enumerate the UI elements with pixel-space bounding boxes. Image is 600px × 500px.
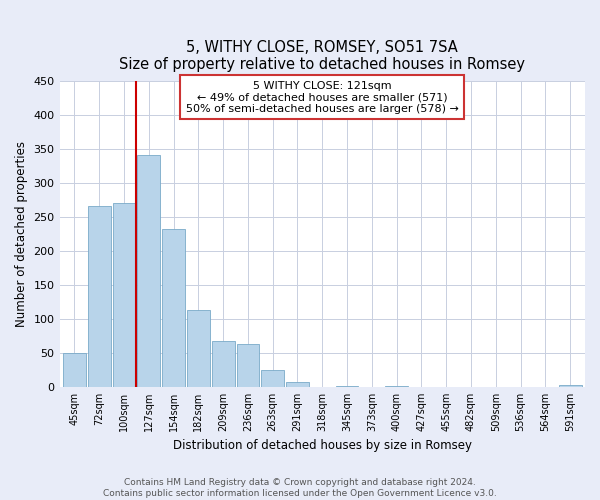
X-axis label: Distribution of detached houses by size in Romsey: Distribution of detached houses by size … bbox=[173, 440, 472, 452]
Bar bbox=[137, 156, 160, 387]
Bar bbox=[385, 386, 408, 387]
Bar bbox=[261, 370, 284, 387]
Bar bbox=[335, 386, 358, 387]
Bar bbox=[236, 344, 259, 387]
Bar bbox=[162, 229, 185, 387]
Title: 5, WITHY CLOSE, ROMSEY, SO51 7SA
Size of property relative to detached houses in: 5, WITHY CLOSE, ROMSEY, SO51 7SA Size of… bbox=[119, 40, 525, 72]
Bar bbox=[286, 382, 309, 387]
Y-axis label: Number of detached properties: Number of detached properties bbox=[15, 140, 28, 326]
Text: 5 WITHY CLOSE: 121sqm
← 49% of detached houses are smaller (571)
50% of semi-det: 5 WITHY CLOSE: 121sqm ← 49% of detached … bbox=[186, 80, 459, 114]
Bar bbox=[63, 353, 86, 387]
Bar bbox=[559, 385, 581, 387]
Bar bbox=[88, 206, 110, 387]
Bar bbox=[212, 340, 235, 387]
Bar bbox=[187, 310, 210, 387]
Bar bbox=[113, 203, 136, 387]
Text: Contains HM Land Registry data © Crown copyright and database right 2024.
Contai: Contains HM Land Registry data © Crown c… bbox=[103, 478, 497, 498]
